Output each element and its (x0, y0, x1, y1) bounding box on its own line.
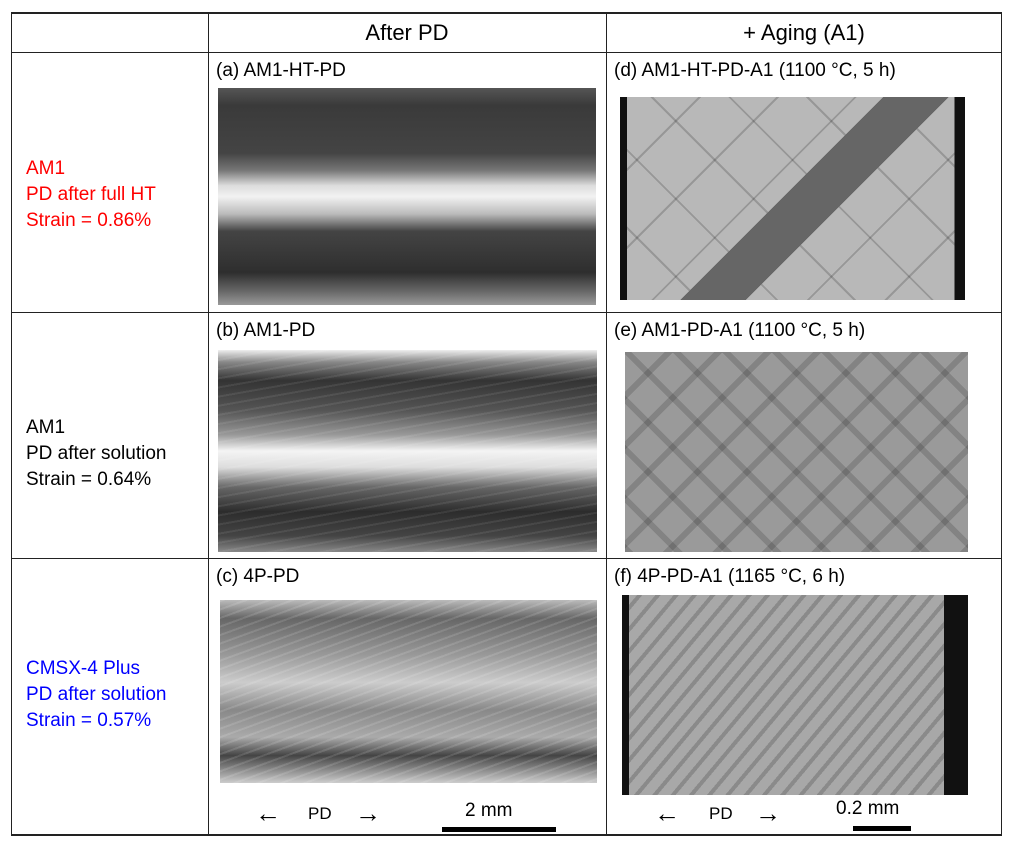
row-label-cmsx4plus: CMSX-4 Plus PD after solution Strain = 0… (26, 656, 166, 734)
row-divider-1 (11, 312, 1002, 313)
column-divider-1 (208, 12, 209, 836)
table-border-left (11, 12, 12, 836)
arrow-right-icon: → (355, 798, 381, 828)
table-border-right (1001, 12, 1002, 836)
caption-e: (e) AM1-PD-A1 (1100 °C, 5 h) (614, 320, 866, 341)
row-label-line: AM1 (26, 417, 66, 438)
header-divider (11, 52, 1002, 53)
micrograph-f (622, 595, 968, 795)
arrow-right-icon: → (755, 798, 781, 828)
row-label-line: Strain = 0.57% (26, 710, 152, 731)
micrograph-b (218, 350, 597, 552)
scale-bar-2mm (442, 827, 556, 832)
header-aging: + Aging (A1) (743, 20, 865, 45)
row-label-am1-solution: AM1 PD after solution Strain = 0.64% (26, 415, 166, 493)
caption-c: (c) 4P-PD (216, 566, 300, 587)
table-border-top (11, 12, 1002, 14)
row-label-am1-full-ht: AM1 PD after full HT Strain = 0.86% (26, 156, 156, 234)
micrograph-d (620, 97, 965, 300)
row-label-line: PD after solution (26, 684, 167, 705)
scale-bar-0-2mm (853, 826, 911, 831)
micrograph-a (218, 88, 596, 305)
caption-b: (b) AM1-PD (216, 320, 316, 341)
micrograph-e (625, 352, 968, 552)
row-label-line: AM1 (26, 158, 66, 179)
caption-f: (f) 4P-PD-A1 (1165 °C, 6 h) (614, 566, 846, 587)
row-label-line: Strain = 0.86% (26, 210, 152, 231)
row-label-line: CMSX-4 Plus (26, 658, 141, 679)
row-label-line: Strain = 0.64% (26, 469, 152, 490)
arrow-left-icon: ← (255, 798, 281, 828)
pd-direction-label-right: PD (709, 804, 733, 823)
row-label-line: PD after solution (26, 443, 167, 464)
scale-label-0-2mm: 0.2 mm (836, 798, 900, 819)
caption-d: (d) AM1-HT-PD-A1 (1100 °C, 5 h) (614, 60, 896, 81)
arrow-left-icon: ← (654, 798, 680, 828)
pd-direction-label-left: PD (308, 804, 332, 823)
caption-a: (a) AM1-HT-PD (216, 60, 346, 81)
column-divider-2 (606, 12, 607, 836)
row-label-line: PD after full HT (26, 184, 156, 205)
row-divider-2 (11, 558, 1002, 559)
scale-label-2mm: 2 mm (465, 800, 513, 821)
micrograph-c (220, 600, 597, 783)
table-border-bottom (11, 834, 1002, 836)
header-after-pd: After PD (365, 20, 449, 45)
